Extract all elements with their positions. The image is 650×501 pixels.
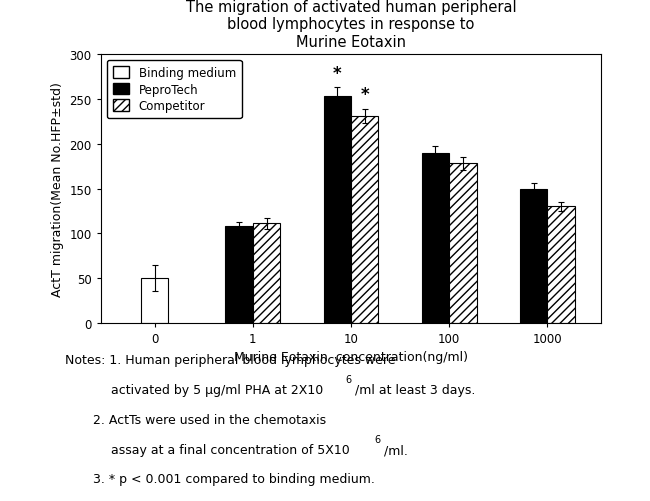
Text: 2. ActTs were used in the chemotaxis: 2. ActTs were used in the chemotaxis xyxy=(65,413,326,426)
Bar xyxy=(449,164,476,323)
Bar xyxy=(324,97,351,323)
Text: 6: 6 xyxy=(346,374,352,384)
Text: /ml at least 3 days.: /ml at least 3 days. xyxy=(355,383,475,396)
Text: 3. * p < 0.001 compared to binding medium.: 3. * p < 0.001 compared to binding mediu… xyxy=(65,472,375,485)
X-axis label: Murine Eotaxin  concentration(ng/ml): Murine Eotaxin concentration(ng/ml) xyxy=(234,351,468,364)
Bar xyxy=(226,226,253,323)
Bar xyxy=(351,117,378,323)
Text: assay at a final concentration of 5X10: assay at a final concentration of 5X10 xyxy=(111,443,349,456)
Bar xyxy=(547,207,575,323)
Bar xyxy=(253,224,280,323)
Bar xyxy=(520,190,547,323)
Text: 6: 6 xyxy=(374,434,380,444)
Text: /ml.: /ml. xyxy=(384,443,408,456)
Legend: Binding medium, PeproTech, Competitor: Binding medium, PeproTech, Competitor xyxy=(107,61,242,119)
Text: activated by 5 μg/ml PHA at 2X10: activated by 5 μg/ml PHA at 2X10 xyxy=(111,383,323,396)
Text: *: * xyxy=(333,65,341,83)
Bar xyxy=(141,279,168,323)
Text: Notes: 1. Human peripheral blood lymphocytes were: Notes: 1. Human peripheral blood lymphoc… xyxy=(65,353,395,366)
Text: *: * xyxy=(361,86,369,104)
Bar xyxy=(422,153,449,323)
Title: The migration of activated human peripheral
blood lymphocytes in response to
Mur: The migration of activated human periphe… xyxy=(186,0,516,50)
Y-axis label: ActT migration(Mean No.HFP±std): ActT migration(Mean No.HFP±std) xyxy=(51,82,64,297)
